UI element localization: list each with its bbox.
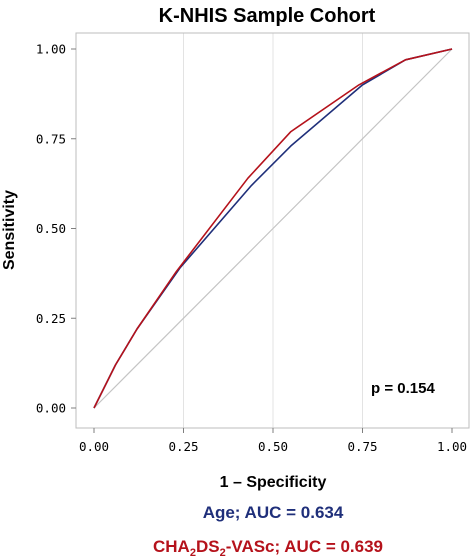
grid-lines — [183, 33, 363, 428]
legend-cha2ds2vasc-sub-1: 2 — [190, 547, 196, 557]
legend-cha2ds2vasc: CHA2DS2-VASc; AUC = 0.639 — [153, 537, 383, 557]
x-axis-ticks: 0.00 0.25 0.50 0.75 1.00 — [79, 428, 467, 454]
x-axis-label: 1 – Specificity — [220, 474, 327, 491]
legend-cha2ds2vasc-part-2: DS — [196, 537, 220, 556]
reference-line — [93, 48, 453, 409]
y-axis-label: Sensitivity — [1, 190, 18, 270]
p-value-annotation: p = 0.154 — [371, 380, 435, 397]
roc-curve-series-1 — [93, 48, 453, 409]
reference-diagonal — [93, 48, 453, 409]
legend-cha2ds2vasc-sub-2: 2 — [220, 547, 226, 557]
x-tick-label-4: 1.00 — [437, 439, 467, 454]
x-tick-label-0: 0.00 — [79, 439, 109, 454]
y-tick-label-3: 0.75 — [36, 131, 66, 146]
legend-age: Age; AUC = 0.634 — [203, 503, 344, 522]
legend-cha2ds2vasc-part-3: -VASc; AUC = 0.639 — [226, 537, 383, 556]
x-tick-label-1: 0.25 — [168, 439, 198, 454]
x-tick-label-3: 0.75 — [347, 439, 377, 454]
roc-curves — [93, 48, 453, 409]
y-axis-ticks: 0.00 0.25 0.50 0.75 1.00 — [36, 42, 76, 416]
chart-title: K-NHIS Sample Cohort — [159, 5, 376, 27]
y-tick-label-0: 0.00 — [36, 401, 66, 416]
y-tick-label-1: 0.25 — [36, 311, 66, 326]
x-tick-label-2: 0.50 — [258, 439, 288, 454]
legend-cha2ds2vasc-part-1: CHA — [153, 537, 190, 556]
y-tick-label-2: 0.50 — [36, 221, 66, 236]
y-tick-label-4: 1.00 — [36, 42, 66, 57]
